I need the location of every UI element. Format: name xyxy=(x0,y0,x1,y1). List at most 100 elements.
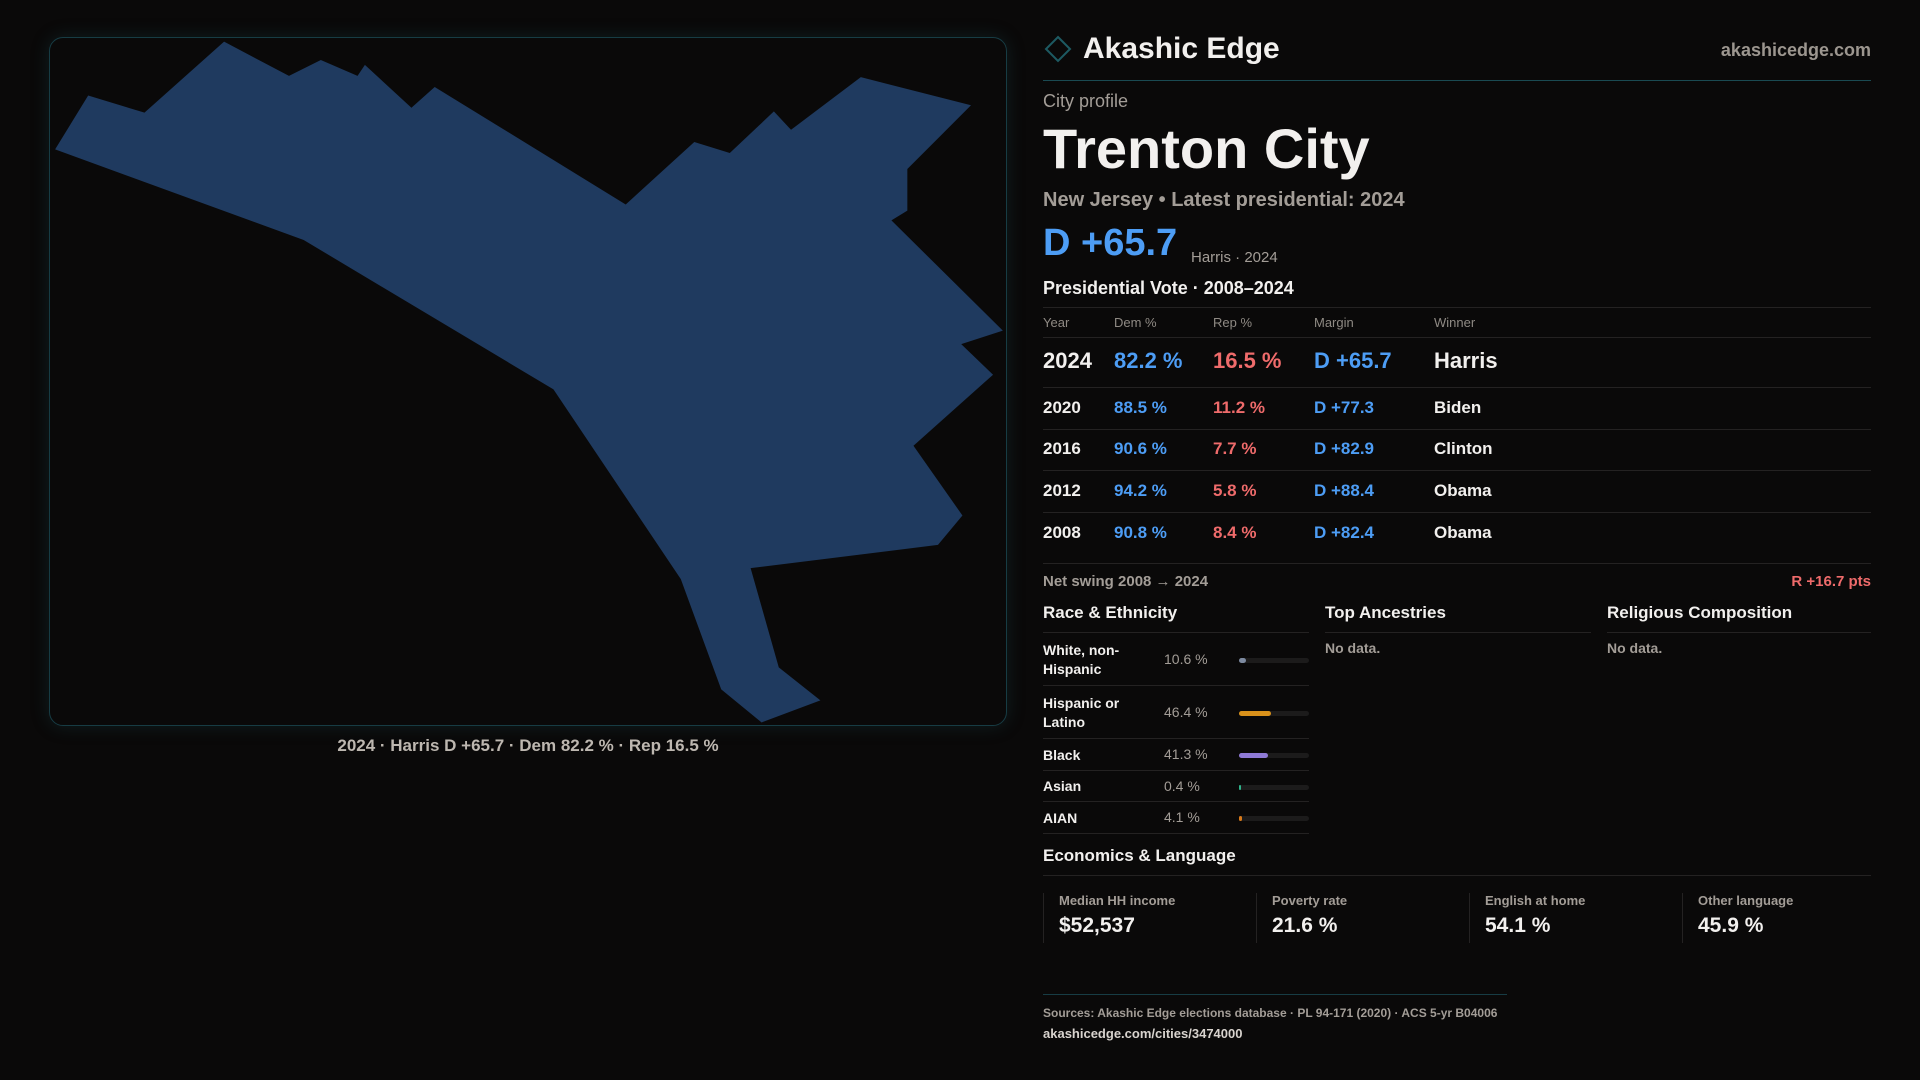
col-dem: Dem % xyxy=(1114,314,1157,330)
divider xyxy=(1043,632,1309,633)
race-title: Race & Ethnicity xyxy=(1043,603,1178,622)
race-row: Black 41.3 % xyxy=(1043,739,1309,771)
divider xyxy=(1325,632,1591,633)
race-bar-track xyxy=(1239,753,1309,758)
latest-margin: D +65.7 xyxy=(1043,222,1178,264)
divider xyxy=(1043,387,1871,388)
race-bar-track xyxy=(1239,816,1309,821)
cell-rep: 11.2 % xyxy=(1213,398,1265,417)
header-divider xyxy=(1043,80,1871,81)
divider xyxy=(1043,512,1871,513)
cell-winner: Biden xyxy=(1434,398,1482,417)
cell-margin: D +82.9 xyxy=(1314,439,1375,458)
cell-year: 2016 xyxy=(1043,439,1081,458)
cell-year: 2012 xyxy=(1043,481,1081,500)
cell-dem: 94.2 % xyxy=(1114,481,1167,500)
race-pct: 0.4 % xyxy=(1164,777,1200,794)
race-row: AIAN 4.1 % xyxy=(1043,802,1309,834)
stat-card: Other language 45.9 % xyxy=(1682,893,1895,943)
site-link[interactable]: akashicedge.com xyxy=(1720,40,1871,60)
cell-margin: D +77.3 xyxy=(1314,398,1375,417)
page-url[interactable]: akashicedge.com/cities/3474000 xyxy=(1043,1026,1243,1041)
race-label: Asian xyxy=(1043,778,1082,794)
footer-divider xyxy=(1043,994,1507,995)
cell-rep: 8.4 % xyxy=(1213,523,1257,542)
cell-year: 2024 xyxy=(1043,348,1092,373)
race-bar-fill xyxy=(1239,784,1241,790)
sources: Sources: Akashic Edge elections database… xyxy=(1043,1006,1498,1020)
city-boundary-shape[interactable] xyxy=(55,41,1003,723)
race-bar-track xyxy=(1239,710,1309,716)
net-swing-label: Net swing 2008 → 2024 xyxy=(1043,573,1209,590)
stat-label: Poverty rate xyxy=(1272,893,1348,908)
race-bar-track xyxy=(1239,784,1309,790)
race-pct: 41.3 % xyxy=(1164,746,1208,762)
page-title: Trenton City xyxy=(1043,117,1370,180)
divider xyxy=(1043,875,1871,876)
cell-winner: Obama xyxy=(1434,523,1492,542)
stat-value: 54.1 % xyxy=(1485,914,1551,937)
brand: Akashic Edge xyxy=(1043,32,1280,66)
race-pct: 46.4 % xyxy=(1164,703,1208,720)
col-margin: Margin xyxy=(1314,314,1354,330)
col-rep: Rep % xyxy=(1213,314,1253,330)
stat-card: English at home 54.1 % xyxy=(1469,893,1682,943)
race-bar-fill xyxy=(1239,710,1272,716)
race-row: White, non-Hispanic 10.6 % xyxy=(1043,633,1309,686)
stat-card: Poverty rate 21.6 % xyxy=(1256,893,1469,943)
divider xyxy=(1043,428,1871,430)
race-bar-fill xyxy=(1239,753,1268,758)
page-subtitle: New Jersey • Latest presidential: 2024 xyxy=(1043,189,1405,211)
cell-dem: 90.8 % xyxy=(1114,523,1167,542)
cell-dem: 88.5 % xyxy=(1114,398,1167,417)
page-kicker: City profile xyxy=(1043,91,1129,111)
cell-winner: Obama xyxy=(1434,481,1492,500)
col-year: Year xyxy=(1043,314,1070,330)
diamond-outline-icon xyxy=(1044,35,1072,63)
cell-dem: 82.2 % xyxy=(1114,348,1183,373)
latest-margin-note: Harris · 2024 xyxy=(1191,249,1278,266)
divider xyxy=(1043,470,1871,471)
brand-name: Akashic Edge xyxy=(1083,32,1280,65)
race-row: Hispanic or Latino 46.4 % xyxy=(1043,686,1309,739)
race-pct: 10.6 % xyxy=(1164,650,1208,667)
race-bar-fill xyxy=(1239,816,1242,821)
divider xyxy=(1043,337,1871,338)
cell-rep: 7.7 % xyxy=(1213,439,1257,458)
race-row: Asian 0.4 % xyxy=(1043,771,1309,802)
cell-year: 2020 xyxy=(1043,398,1081,417)
cell-margin: D +65.7 xyxy=(1314,348,1392,373)
cell-margin: D +82.4 xyxy=(1314,523,1375,542)
stat-value: 21.6 % xyxy=(1272,914,1338,937)
stat-label: Other language xyxy=(1698,893,1794,908)
vote-table-title: Presidential Vote · 2008–2024 xyxy=(1043,278,1294,298)
col-winner: Winner xyxy=(1434,314,1476,330)
divider xyxy=(1043,307,1871,308)
cell-rep: 5.8 % xyxy=(1213,481,1257,500)
cell-winner: Clinton xyxy=(1434,439,1493,458)
race-label: Black xyxy=(1043,746,1081,763)
stat-value: 45.9 % xyxy=(1698,914,1764,937)
stat-card: Median HH income $52,537 xyxy=(1043,893,1256,943)
race-pct: 4.1 % xyxy=(1164,809,1200,825)
ancestries-title: Top Ancestries xyxy=(1325,603,1446,622)
race-label: White, non-Hispanic xyxy=(1043,641,1120,677)
cell-year: 2008 xyxy=(1043,523,1081,542)
religion-empty: No data. xyxy=(1607,640,1663,656)
stat-value: $52,537 xyxy=(1059,914,1135,937)
ancestries-empty: No data. xyxy=(1325,640,1381,656)
map-caption: 2024 · Harris D +65.7 · Dem 82.2 % · Rep… xyxy=(337,736,719,755)
divider xyxy=(1607,632,1871,633)
race-label: AIAN xyxy=(1043,809,1078,826)
map-panel[interactable] xyxy=(49,37,1007,726)
econ-title: Economics & Language xyxy=(1043,846,1236,865)
net-swing-value: R +16.7 pts xyxy=(1791,573,1871,590)
stat-label: Median HH income xyxy=(1059,893,1176,908)
stat-label: English at home xyxy=(1485,893,1586,908)
cell-margin: D +88.4 xyxy=(1314,481,1375,500)
race-bar-track xyxy=(1239,657,1309,663)
cell-winner: Harris xyxy=(1434,348,1498,373)
religion-title: Religious Composition xyxy=(1607,603,1793,622)
cell-rep: 16.5 % xyxy=(1213,348,1282,373)
